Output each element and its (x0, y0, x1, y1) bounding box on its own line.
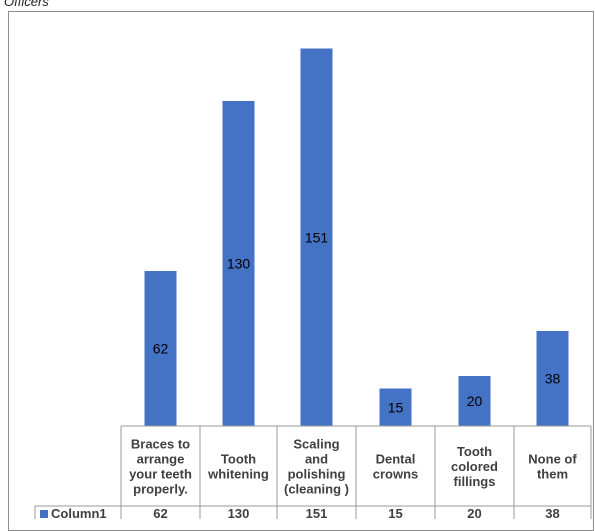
table-value: 130 (228, 506, 250, 519)
table-value: 15 (388, 506, 402, 519)
category-label: Tooth whitening (207, 452, 269, 482)
figure-caption: Officers (4, 0, 49, 9)
data-label: 15 (388, 399, 404, 415)
table-value: 20 (467, 506, 481, 519)
data-label: 151 (305, 229, 329, 245)
legend-key (40, 510, 48, 518)
data-label: 20 (467, 393, 483, 409)
category-label: None of them (528, 452, 577, 482)
category-label: Braces to arrange your teeth properly. (129, 437, 192, 497)
table-value: 151 (306, 506, 328, 519)
bar-5 (536, 331, 569, 426)
bar-chart: 62 130 151 15 20 38 Braces to arrange your teeth… (34, 48, 592, 519)
category-label: Tooth colored fillings (451, 444, 498, 489)
data-label: 62 (153, 341, 169, 357)
data-label: 38 (545, 371, 561, 387)
bar-3 (379, 388, 412, 426)
category-label: Dental crowns (373, 452, 419, 482)
bar-1 (222, 101, 255, 426)
table-value: 38 (545, 506, 559, 519)
table-value: 62 (153, 506, 167, 519)
bar-4 (458, 376, 491, 426)
legend-series-name: Column1 (51, 506, 107, 519)
data-label: 130 (227, 256, 251, 272)
bar-0 (144, 271, 177, 426)
bar-2 (300, 48, 333, 426)
category-label: Scaling and polishing (cleaning ) (284, 437, 349, 497)
